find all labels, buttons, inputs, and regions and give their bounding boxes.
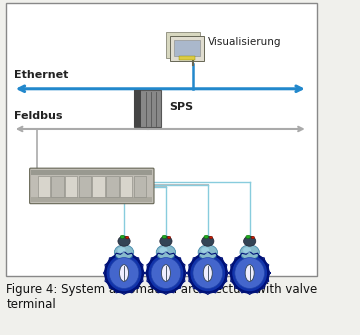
Ellipse shape xyxy=(204,235,208,239)
Bar xyxy=(65,176,77,197)
Circle shape xyxy=(193,258,222,288)
Ellipse shape xyxy=(118,236,130,246)
Ellipse shape xyxy=(126,236,129,239)
Ellipse shape xyxy=(156,245,176,260)
Bar xyxy=(179,56,195,60)
Bar xyxy=(134,90,161,127)
Circle shape xyxy=(231,254,268,292)
FancyBboxPatch shape xyxy=(170,36,204,61)
Text: Ethernet: Ethernet xyxy=(14,70,69,80)
Ellipse shape xyxy=(202,236,214,246)
Ellipse shape xyxy=(245,265,254,281)
Bar xyxy=(79,176,91,197)
Bar xyxy=(31,197,152,202)
Ellipse shape xyxy=(159,247,167,253)
Bar xyxy=(106,176,118,197)
FancyBboxPatch shape xyxy=(6,3,317,276)
Ellipse shape xyxy=(161,265,170,281)
Ellipse shape xyxy=(167,236,171,239)
Bar xyxy=(120,176,132,197)
Bar xyxy=(93,176,105,197)
Bar xyxy=(134,90,141,127)
Ellipse shape xyxy=(117,247,126,253)
Circle shape xyxy=(109,258,139,288)
Ellipse shape xyxy=(246,235,250,239)
Text: Figure 4: System automation architecture with valve
terminal: Figure 4: System automation architecture… xyxy=(6,283,318,311)
Ellipse shape xyxy=(162,235,167,239)
Bar xyxy=(174,40,200,56)
Circle shape xyxy=(105,254,143,292)
Text: Feldbus: Feldbus xyxy=(14,111,63,121)
Ellipse shape xyxy=(203,265,212,281)
Ellipse shape xyxy=(120,265,129,281)
Circle shape xyxy=(151,258,181,288)
Ellipse shape xyxy=(210,236,213,239)
Bar xyxy=(51,176,64,197)
Bar xyxy=(38,176,50,197)
FancyBboxPatch shape xyxy=(166,32,200,58)
Bar xyxy=(134,176,146,197)
Ellipse shape xyxy=(243,247,251,253)
Ellipse shape xyxy=(198,245,217,260)
Ellipse shape xyxy=(240,245,259,260)
Circle shape xyxy=(189,254,226,292)
Bar xyxy=(31,170,152,175)
Text: Visualisierung: Visualisierung xyxy=(208,37,281,47)
FancyBboxPatch shape xyxy=(30,168,154,204)
Ellipse shape xyxy=(251,236,255,239)
Circle shape xyxy=(235,258,265,288)
Ellipse shape xyxy=(201,247,209,253)
Ellipse shape xyxy=(244,236,256,246)
Ellipse shape xyxy=(160,236,172,246)
Ellipse shape xyxy=(114,245,134,260)
Ellipse shape xyxy=(120,235,125,239)
Text: SPS: SPS xyxy=(169,102,193,112)
Circle shape xyxy=(147,254,185,292)
